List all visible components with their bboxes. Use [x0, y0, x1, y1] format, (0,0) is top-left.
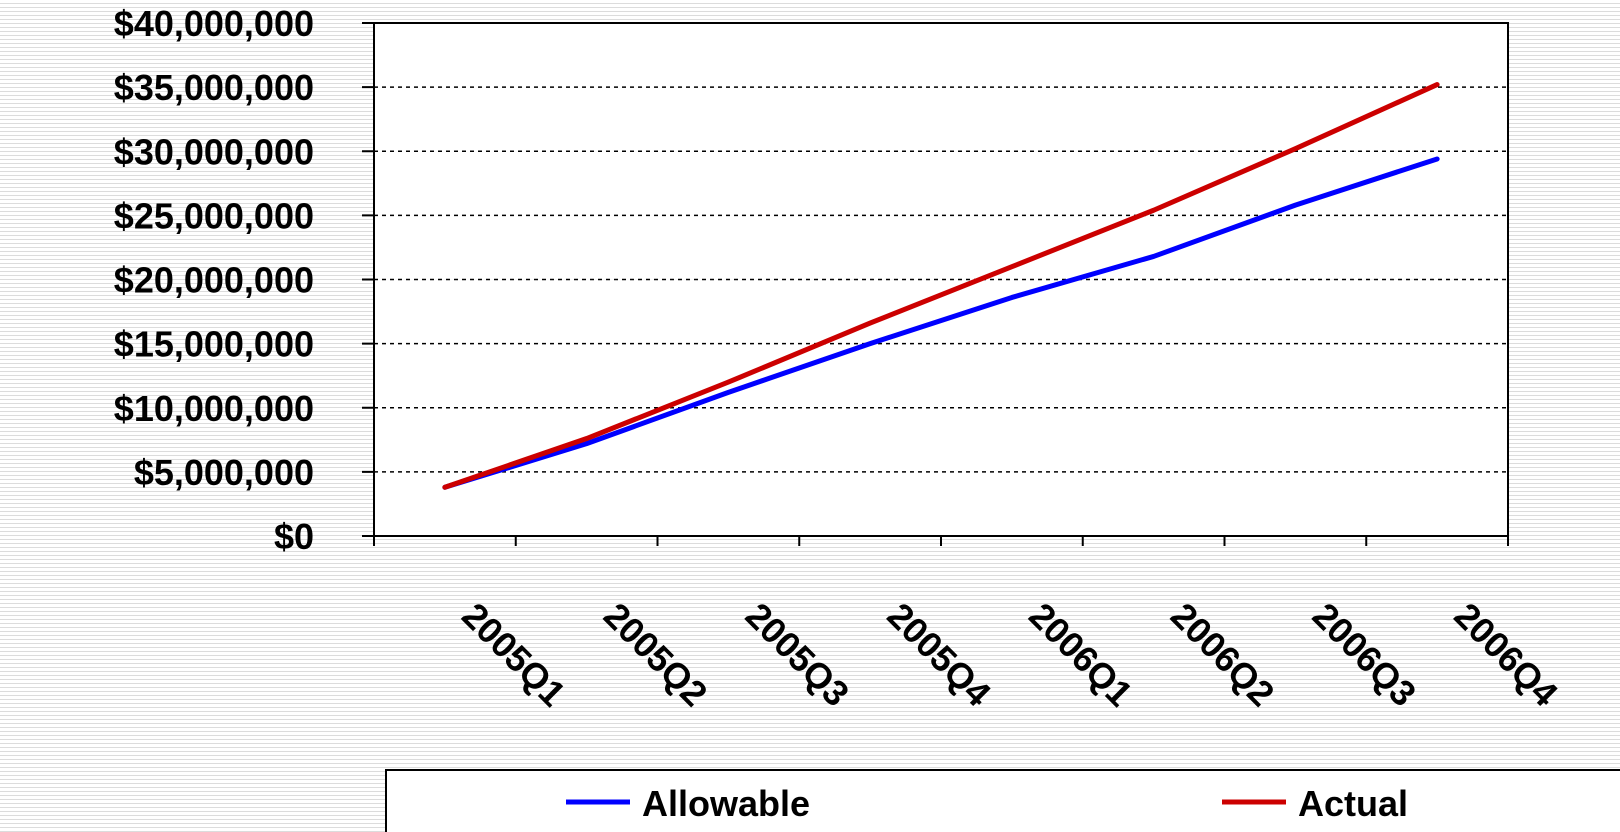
y-tick-label: $10,000,000: [114, 388, 314, 429]
x-axis: 2005Q1 2005Q2 2005Q3 2005Q4 2006Q1 2006Q2 2006…: [373, 535, 1566, 715]
x-tick-label: 2005Q4: [879, 595, 999, 715]
legend: Allowable Actual: [385, 769, 1620, 832]
x-tick-label: 2005Q1: [454, 595, 574, 715]
y-tick-label: $30,000,000: [114, 131, 314, 172]
x-tick-label: 2005Q2: [596, 595, 716, 715]
gridlines: [374, 86, 1508, 473]
x-tick-label: 2006Q2: [1163, 595, 1283, 715]
legend-label-allowable: Allowable: [642, 783, 810, 824]
y-tick-label: $15,000,000: [114, 324, 314, 365]
y-tick-label: $35,000,000: [114, 67, 314, 108]
y-axis-ticks: $0 $5,000,000 $10,000,000 $15,000,000 $20,00…: [114, 3, 374, 557]
y-tick-label: $25,000,000: [114, 195, 314, 236]
x-tick-label: 2006Q1: [1021, 595, 1141, 715]
y-tick-label: $0: [274, 516, 314, 557]
y-tick-label: $20,000,000: [114, 260, 314, 301]
x-tick-label: 2005Q3: [738, 595, 858, 715]
x-tick-label: 2006Q4: [1446, 595, 1566, 715]
y-tick-label: $5,000,000: [134, 452, 314, 493]
series-line-actual: [442, 82, 1440, 490]
legend-label-actual: Actual: [1298, 783, 1408, 824]
series-lines: [442, 82, 1440, 490]
y-tick-label: $40,000,000: [114, 3, 314, 44]
series-line-allowable: [442, 156, 1440, 490]
x-tick-label: 2006Q3: [1305, 595, 1425, 715]
